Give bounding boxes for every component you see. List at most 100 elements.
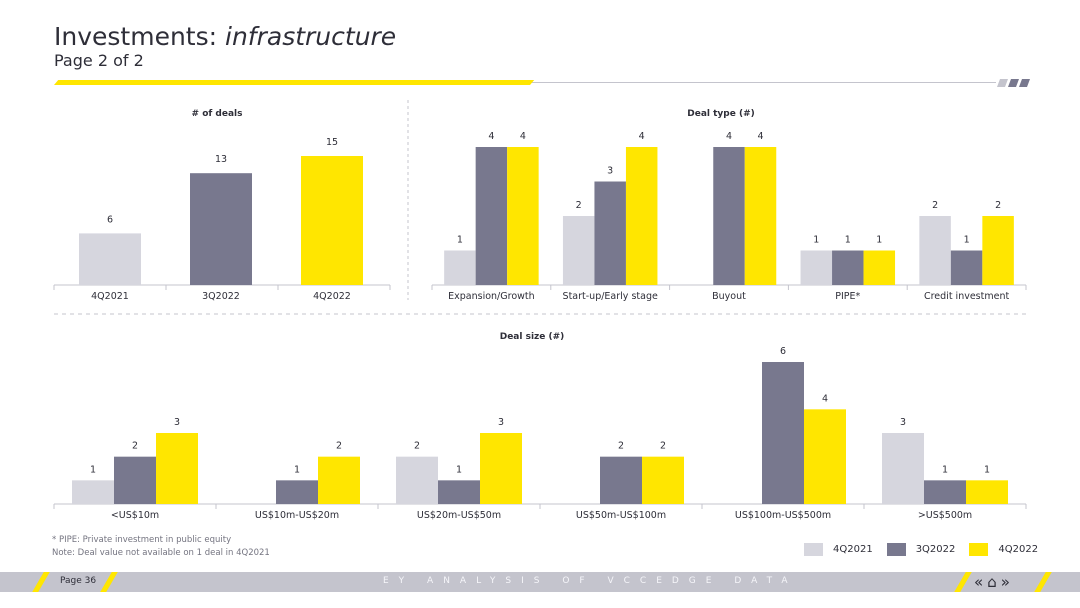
deal-size-data-label-us-20m-us-50m-4q2021: 2 bbox=[414, 441, 420, 452]
deal-size-bar-us-50m-us-100m-3q2022 bbox=[600, 456, 642, 504]
legend-item-4q2022: 4Q2022 bbox=[969, 543, 1038, 556]
deal-type-data-label-pipe-4q2021: 1 bbox=[813, 235, 819, 246]
deal-size-data-label-us-50m-us-100m-3q2022: 2 bbox=[618, 441, 624, 452]
deal-size-tick-label-us-20m-us-50m: US$20m-US$50m bbox=[417, 510, 501, 521]
deal-type-data-label-expansion-growth-4q2022: 4 bbox=[520, 131, 526, 142]
deal-type-data-label-credit-investment-4q2021: 2 bbox=[932, 200, 938, 211]
deal-size-bar-us-500m-3q2022 bbox=[924, 480, 966, 504]
deal-size-tick-label-us-100m-us-500m: US$100m-US$500m bbox=[735, 510, 831, 521]
deal-type-bar-pipe-4q2021 bbox=[800, 250, 833, 285]
legend-item-4q2021: 4Q2021 bbox=[804, 543, 873, 556]
deal-size-bar-us-500m-4q2021 bbox=[882, 433, 924, 504]
deal-size-data-label-us-20m-us-50m-4q2022: 3 bbox=[498, 417, 504, 428]
page-subtitle: Page 2 of 2 bbox=[54, 51, 144, 70]
deal-type-data-label-pipe-4q2022: 1 bbox=[876, 235, 882, 246]
deal-size-bar-us-10m-4q2022 bbox=[156, 433, 198, 504]
deals-data-label-3q2022: 13 bbox=[215, 154, 227, 165]
deal-type-chart-title: Deal type (#) bbox=[687, 109, 754, 119]
deal-type-bar-buyout-3q2022 bbox=[713, 147, 745, 285]
deal-type-tick-label-buyout: Buyout bbox=[712, 291, 746, 302]
deal-type-data-label-start-up-early-stage-4q2021: 2 bbox=[576, 200, 582, 211]
deal-type-data-label-start-up-early-stage-4q2022: 4 bbox=[639, 131, 645, 142]
deal-type-tick-label-expansion-growth: Expansion/Growth bbox=[448, 291, 535, 302]
footer-nav: «⌂» bbox=[974, 572, 1014, 592]
deal-size-bar-us-10m-us-20m-3q2022 bbox=[276, 480, 318, 504]
legend-swatch-4q2021 bbox=[804, 543, 823, 556]
deal-type-bar-start-up-early-stage-4q2022 bbox=[625, 147, 658, 285]
deal-size-data-label-us-50m-us-100m-4q2022: 2 bbox=[660, 441, 666, 452]
deal-size-bar-us-100m-us-500m-4q2022 bbox=[804, 409, 846, 504]
deals-tick-label-4q2022: 4Q2022 bbox=[313, 291, 351, 302]
deal-type-bar-credit-investment-3q2022 bbox=[950, 250, 983, 285]
deals-bar-3q2022 bbox=[190, 173, 252, 285]
deal-type-bar-credit-investment-4q2021 bbox=[919, 216, 951, 285]
deal-size-data-label-us-500m-3q2022: 1 bbox=[942, 464, 948, 475]
deal-size-bar-us-20m-us-50m-4q2021 bbox=[396, 456, 438, 504]
deals-bar-4q2021 bbox=[79, 233, 141, 285]
deal-size-bar-us-100m-us-500m-3q2022 bbox=[762, 362, 804, 504]
deals-data-label-4q2021: 6 bbox=[107, 214, 113, 225]
deal-type-bar-start-up-early-stage-4q2021 bbox=[562, 216, 595, 285]
legend-swatch-3q2022 bbox=[886, 543, 906, 556]
deal-type-bar-expansion-growth-4q2022 bbox=[507, 147, 539, 285]
deal-type-bar-credit-investment-4q2022 bbox=[982, 216, 1014, 285]
footer-slash-left-2 bbox=[100, 572, 118, 592]
deal-type-bar-expansion-growth-3q2022 bbox=[475, 147, 508, 285]
deal-size-data-label-us-10m-us-20m-4q2022: 2 bbox=[336, 441, 342, 452]
deal-type-tick-label-credit-investment: Credit investment bbox=[924, 291, 1010, 302]
deals-data-label-4q2022: 15 bbox=[326, 137, 338, 148]
deals-tick-label-3q2022: 3Q2022 bbox=[202, 291, 240, 302]
header: Investments: infrastructure Page 2 of 2 bbox=[54, 22, 396, 70]
deal-size-bar-us-20m-us-50m-3q2022 bbox=[438, 480, 480, 504]
footer-slash-left bbox=[32, 572, 50, 592]
deal-type-bar-buyout-4q2022 bbox=[744, 147, 777, 285]
chevron-right-icon[interactable]: » bbox=[1000, 573, 1010, 591]
deal-size-data-label-us-10m-3q2022: 2 bbox=[132, 441, 138, 452]
deal-size-bar-us-50m-us-100m-4q2022 bbox=[642, 456, 684, 504]
footnote-note: Note: Deal value not available on 1 deal… bbox=[52, 548, 270, 558]
deals-tick-label-4q2021: 4Q2021 bbox=[91, 291, 129, 302]
deal-size-data-label-us-10m-4q2022: 3 bbox=[174, 417, 180, 428]
deal-size-tick-label-us-10m: <US$10m bbox=[111, 510, 159, 521]
deal-type-data-label-buyout-3q2022: 4 bbox=[726, 131, 732, 142]
footer-slash-right bbox=[954, 572, 972, 592]
deal-type-data-label-credit-investment-4q2022: 2 bbox=[995, 200, 1001, 211]
deal-size-data-label-us-100m-us-500m-4q2022: 4 bbox=[822, 393, 828, 404]
home-icon[interactable]: ⌂ bbox=[987, 573, 997, 591]
legend: 4Q2021 3Q2022 4Q2022 bbox=[804, 543, 1052, 556]
deal-type-bar-start-up-early-stage-3q2022 bbox=[594, 181, 626, 285]
deal-size-data-label-us-20m-us-50m-3q2022: 1 bbox=[456, 464, 462, 475]
legend-label-3q2022: 3Q2022 bbox=[915, 544, 956, 555]
deals-chart-title: # of deals bbox=[192, 109, 243, 119]
deal-size-data-label-us-100m-us-500m-3q2022: 6 bbox=[780, 346, 786, 357]
legend-swatch-4q2022 bbox=[969, 543, 989, 556]
footer-source: EY ANALYSIS OF VCCEDGE DATA bbox=[383, 576, 798, 586]
deal-type-tick-label-pipe: PIPE* bbox=[835, 291, 860, 302]
deal-type-data-label-expansion-growth-4q2021: 1 bbox=[457, 235, 463, 246]
legend-label-4q2022: 4Q2022 bbox=[998, 544, 1039, 555]
title-italic-text: infrastructure bbox=[225, 22, 397, 51]
deal-size-data-label-us-500m-4q2021: 3 bbox=[900, 417, 906, 428]
legend-label-4q2021: 4Q2021 bbox=[833, 544, 873, 555]
footer: Page 36 EY ANALYSIS OF VCCEDGE DATA «⌂» bbox=[0, 572, 1080, 592]
deal-type-data-label-pipe-3q2022: 1 bbox=[845, 235, 851, 246]
deal-type-data-label-expansion-growth-3q2022: 4 bbox=[488, 131, 494, 142]
chevron-left-icon[interactable]: « bbox=[974, 573, 984, 591]
title-text: Investments: bbox=[54, 22, 225, 51]
deals-bar-4q2022 bbox=[301, 156, 363, 285]
deal-type-data-label-buyout-4q2022: 4 bbox=[757, 131, 763, 142]
deal-size-bar-us-20m-us-50m-4q2022 bbox=[480, 433, 522, 504]
deal-size-tick-label-us-50m-us-100m: US$50m-US$100m bbox=[576, 510, 666, 521]
footnote-pipe: * PIPE: Private investment in public equ… bbox=[52, 535, 232, 545]
corner-marks-decoration bbox=[997, 79, 1030, 87]
footer-slash-right-2 bbox=[1034, 572, 1052, 592]
header-divider bbox=[530, 82, 996, 83]
deal-size-bar-us-10m-4q2021 bbox=[72, 480, 114, 504]
deal-size-bar-us-10m-3q2022 bbox=[114, 456, 156, 504]
deal-type-bar-pipe-4q2022 bbox=[863, 250, 896, 285]
deal-size-bar-us-10m-us-20m-4q2022 bbox=[318, 456, 360, 504]
deal-size-data-label-us-10m-us-20m-3q2022: 1 bbox=[294, 464, 300, 475]
deal-type-tick-label-start-up-early-stage: Start-up/Early stage bbox=[563, 291, 658, 302]
deal-type-data-label-credit-investment-3q2022: 1 bbox=[964, 235, 970, 246]
